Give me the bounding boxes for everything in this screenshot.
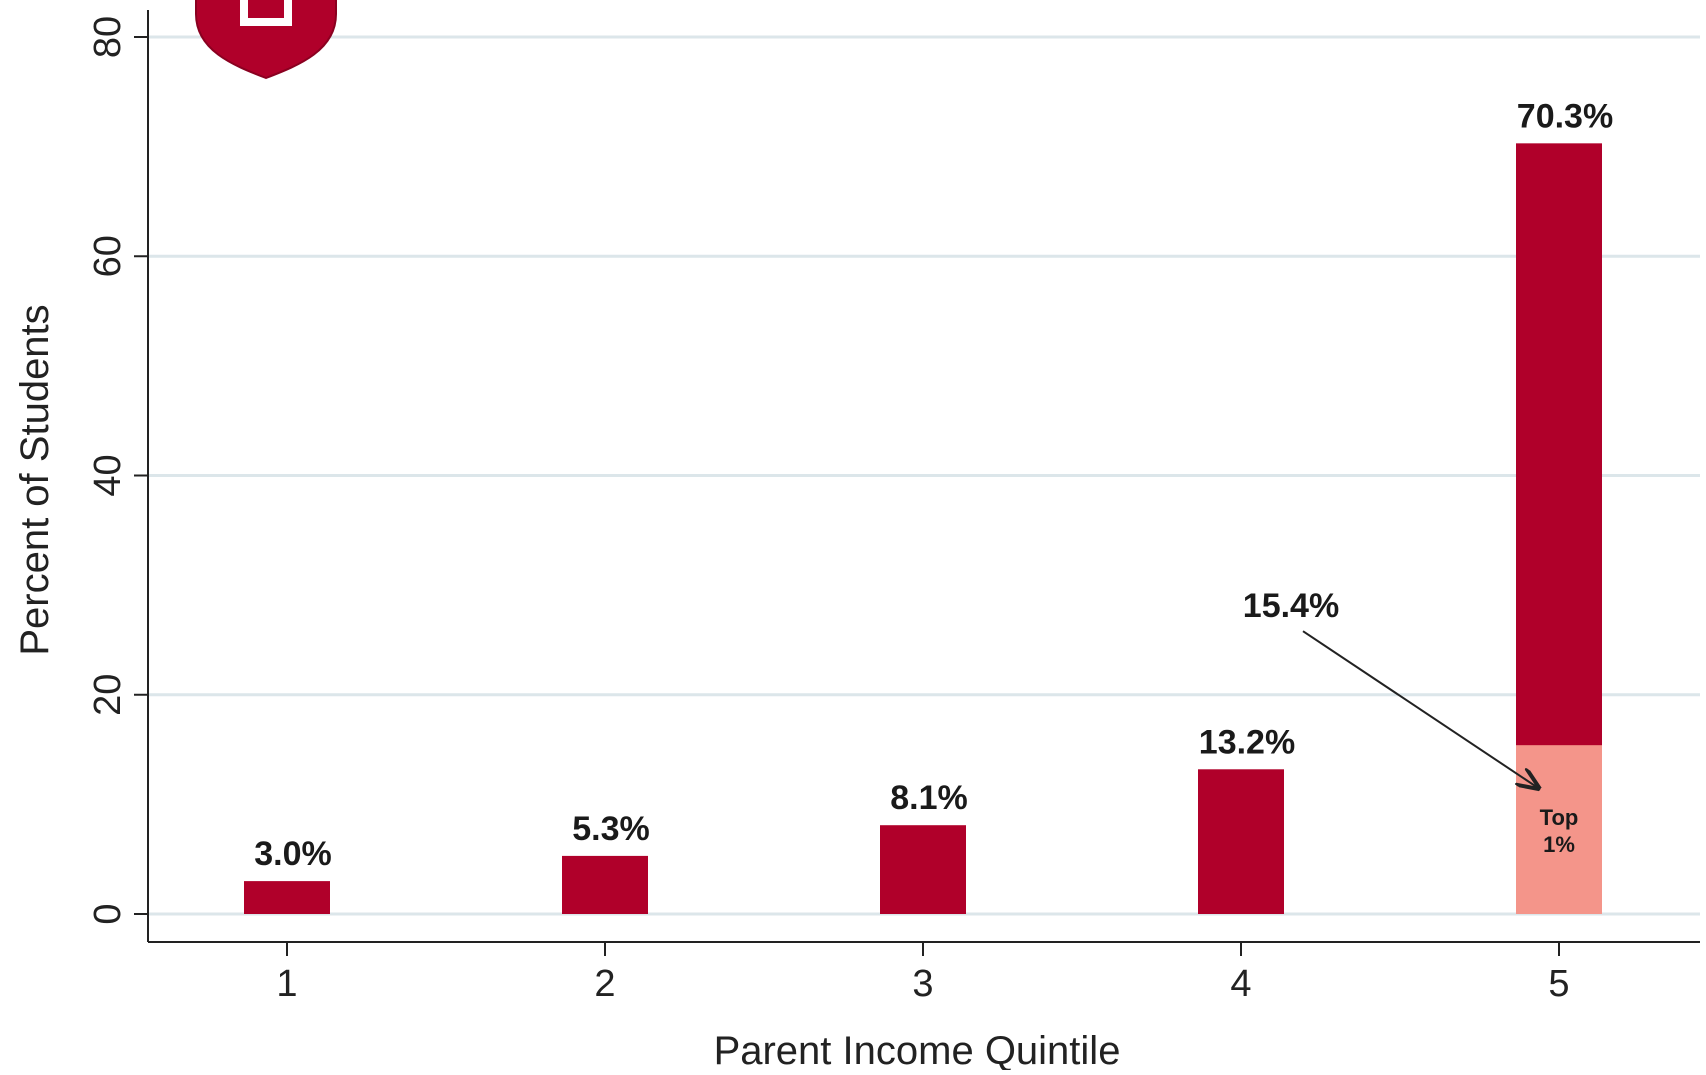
data-label-4: 13.2%: [1199, 723, 1295, 761]
data-label-5: 70.3%: [1517, 97, 1613, 135]
y-tick-label-80: 80: [87, 16, 129, 58]
annotation-arrow: [1302, 630, 1537, 787]
bar-2: [562, 855, 648, 914]
red-shield-logo: [195, 0, 337, 80]
bar-3: [880, 825, 966, 914]
x-tick-label-4: 4: [1230, 963, 1251, 1005]
y-tick-label-60: 60: [87, 235, 129, 277]
x-axis-title: Parent Income Quintile: [714, 1029, 1121, 1070]
y-tick-label-20: 20: [87, 674, 129, 716]
y-tick-label-0: 0: [87, 903, 129, 924]
annotation-label: 15.4%: [1243, 587, 1339, 625]
bar-1: [244, 881, 330, 914]
data-label-2: 5.3%: [572, 810, 650, 848]
segment-label-line-2: 1%: [1543, 832, 1575, 857]
bar-4: [1198, 769, 1284, 914]
x-tick-label-1: 1: [276, 963, 297, 1005]
y-tick-label-40: 40: [87, 454, 129, 496]
data-label-3: 8.1%: [890, 779, 968, 817]
data-label-1: 3.0%: [254, 835, 332, 873]
segment-label-line-1: Top: [1540, 805, 1579, 830]
x-tick-label-3: 3: [912, 963, 933, 1005]
x-tick-label-5: 5: [1548, 963, 1569, 1005]
x-tick-label-2: 2: [594, 963, 615, 1005]
y-axis-title: Percent of Students: [13, 304, 57, 655]
